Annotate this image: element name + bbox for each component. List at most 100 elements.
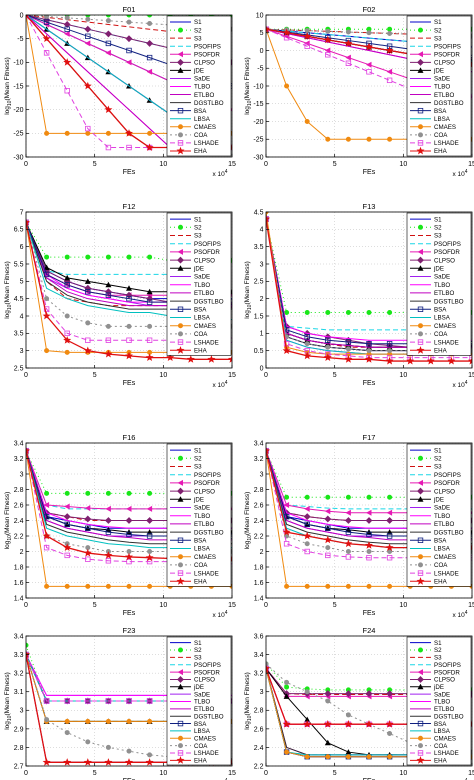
y-tick-label: 1.8 <box>254 564 264 571</box>
data-point-s2 <box>126 15 132 18</box>
y-tick-label: 2.6 <box>254 726 264 733</box>
data-point-jde <box>304 716 311 723</box>
data-point-eha <box>166 353 175 361</box>
x-tick-label: 10 <box>159 602 167 609</box>
data-point-lshade <box>126 698 132 704</box>
axes-frame <box>25 635 233 767</box>
data-point-coa <box>147 323 153 329</box>
legend-marker-coa <box>418 331 423 337</box>
x-scale-label: x 104 <box>452 380 467 389</box>
legend-label-lshade: LSHADE <box>194 750 219 757</box>
data-point-eha <box>282 527 291 536</box>
data-point-s2 <box>284 494 290 500</box>
legend-label-lbsa: LBSA <box>434 315 451 322</box>
data-point-psofdr <box>126 59 132 66</box>
legend-label-bsa: BSA <box>434 538 447 545</box>
legend-label-s3: S3 <box>194 655 202 662</box>
data-point-cmaes <box>284 583 290 589</box>
y-tick-label: 2.4 <box>254 518 264 525</box>
data-point-lshade <box>366 69 372 75</box>
legend-marker-cmaes <box>418 554 423 560</box>
y-tick-label: 3 <box>260 261 264 268</box>
x-tick-label: 10 <box>159 770 167 777</box>
legend-label-coa: COA <box>194 743 208 750</box>
x-tick-label: 0 <box>24 372 28 379</box>
data-point-psofdr <box>105 49 111 56</box>
data-point-lshade <box>64 88 70 94</box>
data-point-coa <box>345 346 351 352</box>
legend-label-cmaes: CMAES <box>194 124 216 131</box>
chart-title: F12 <box>123 202 136 211</box>
data-point-eha <box>145 143 154 151</box>
data-point-psofdr <box>345 54 351 61</box>
legend-label-tlbo: TLBO <box>434 282 450 289</box>
y-tick-label: 2 <box>20 549 24 556</box>
data-point-lshade <box>105 558 112 564</box>
legend-label-psofips: PSOFIPS <box>434 241 461 248</box>
chart-title: F23 <box>123 626 136 635</box>
legend-marker-psofdr <box>417 51 423 58</box>
data-point-lshade <box>283 35 290 41</box>
x-tick-label: 5 <box>93 770 97 777</box>
data-point-eha <box>125 552 133 561</box>
y-tick-label: 3.4 <box>14 440 24 447</box>
data-point-cmaes <box>366 754 372 760</box>
data-point-jde <box>84 278 91 284</box>
data-point-bsa <box>126 295 132 302</box>
x-axis-label: FEs <box>363 380 376 387</box>
y-tick-label: 1 <box>260 331 264 338</box>
data-point-eha <box>303 351 312 360</box>
legend-marker-jde <box>177 67 184 73</box>
data-point-psofdr <box>345 509 351 516</box>
legend-marker-cmaes <box>178 323 183 329</box>
legend-label-eha: EHA <box>194 758 208 765</box>
y-tick-label: 3.1 <box>14 689 24 696</box>
data-point-lshade <box>64 698 70 704</box>
y-tick-label: 2 <box>260 549 264 556</box>
y-tick-label: 1.6 <box>254 580 264 587</box>
data-point-cmaes <box>387 583 393 589</box>
legend-label-dgstlbo: DGSTLBO <box>194 529 224 536</box>
y-tick-label: 2 <box>260 296 264 303</box>
legend-label-eha: EHA <box>434 758 448 765</box>
x-axis-label: FEs <box>123 169 136 176</box>
data-point-psofdr <box>146 505 153 512</box>
legend-marker-s2 <box>178 27 183 33</box>
data-point-cmaes <box>147 583 153 589</box>
legend-marker-bsa <box>417 306 424 312</box>
data-point-coa <box>85 320 91 326</box>
legend-marker-bsa <box>177 720 184 727</box>
data-point-s2 <box>85 254 91 260</box>
data-point-eha <box>42 758 51 766</box>
data-point-cmaes <box>64 130 70 136</box>
legend-marker-clpso <box>177 487 184 495</box>
legend-marker-lshade <box>177 750 184 756</box>
y-tick-label: 2.6 <box>14 502 24 509</box>
x-tick-label: 15 <box>228 372 236 379</box>
data-point-jde <box>283 693 290 699</box>
data-point-coa <box>126 748 132 754</box>
data-point-bsa <box>64 521 70 528</box>
data-point-clpso <box>324 690 332 697</box>
y-tick-label: 7 <box>20 209 24 216</box>
data-point-cmaes <box>105 583 111 589</box>
y-tick-label: 2.5 <box>14 365 24 372</box>
y-tick-label: 1.6 <box>14 580 24 587</box>
x-axis-label: FEs <box>363 169 376 176</box>
legend-marker-clpso <box>417 676 424 683</box>
x-tick-label: 15 <box>228 602 236 609</box>
legend-label-psofdr: PSOFDR <box>194 249 220 256</box>
data-point-coa <box>266 661 269 667</box>
legend-marker-s2 <box>418 647 423 653</box>
data-point-s2 <box>366 310 372 316</box>
y-axis-label: log10(Mean Fitness) <box>4 672 13 730</box>
data-point-eha <box>426 356 435 365</box>
data-point-bsa <box>146 533 153 539</box>
data-point-coa <box>325 698 331 704</box>
legend-marker-lshade <box>417 339 424 345</box>
y-tick-label: 2.8 <box>254 487 264 494</box>
y-tick-label: 6 <box>20 244 24 251</box>
data-point-s2 <box>147 15 153 18</box>
y-tick-label: 4.5 <box>254 209 264 216</box>
y-tick-label: 0 <box>260 365 264 372</box>
